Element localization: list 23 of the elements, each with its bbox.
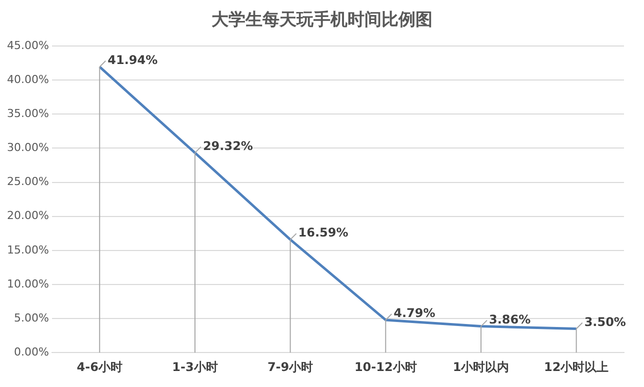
x-tick-label: 1小时以内 xyxy=(452,360,510,374)
data-label: 3.86% xyxy=(488,312,531,326)
data-label: 41.94% xyxy=(108,52,158,67)
y-tick-label: 45.00% xyxy=(6,38,49,52)
x-tick-label: 7-9小时 xyxy=(267,360,314,374)
y-tick-label: 10.00% xyxy=(6,277,49,290)
x-tick-label: 1-3小时 xyxy=(172,360,218,374)
y-tick-label: 30.00% xyxy=(6,141,49,154)
data-label: 3.50% xyxy=(584,314,626,329)
data-label: 29.32% xyxy=(202,138,253,153)
x-tick-label: 4-6小时 xyxy=(76,360,122,374)
x-tick-label: 12小时以上 xyxy=(544,360,609,374)
y-tick-label: 40.00% xyxy=(6,72,49,86)
y-tick-label: 0.00% xyxy=(14,345,49,358)
y-tick-label: 35.00% xyxy=(6,106,49,120)
data-label: 16.59% xyxy=(298,226,348,240)
data-label: 4.79% xyxy=(394,306,436,320)
y-tick-label: 25.00% xyxy=(6,175,49,188)
x-tick-label: 10-12小时 xyxy=(354,360,417,374)
y-tick-label: 20.00% xyxy=(6,209,49,222)
y-tick-label: 15.00% xyxy=(6,243,49,256)
chart-title: 大学生每天玩手机时间比例图 xyxy=(210,9,434,31)
y-tick-label: 5.00% xyxy=(14,311,49,324)
